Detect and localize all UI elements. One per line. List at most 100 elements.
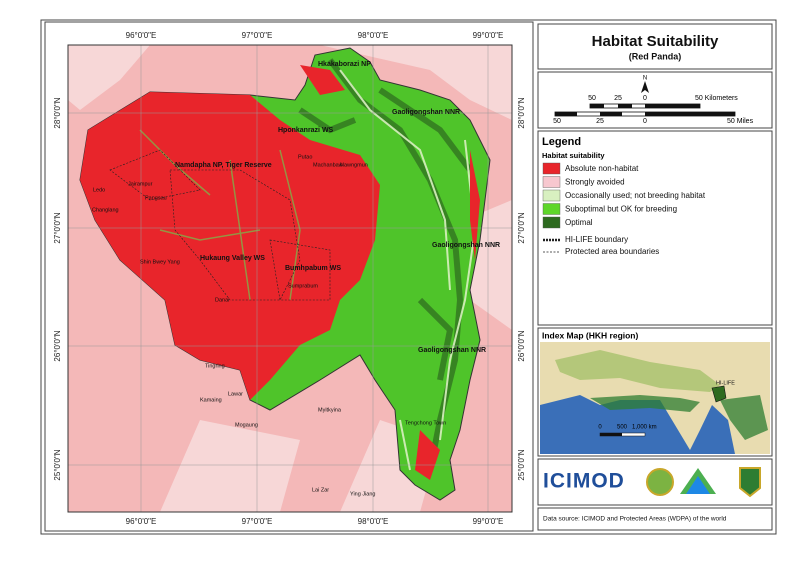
logo-panel bbox=[537, 458, 773, 506]
pa-label: Hukaung Valley WS bbox=[200, 255, 265, 262]
place-label: Lai Zar bbox=[312, 487, 329, 493]
scale-panel bbox=[537, 71, 773, 129]
pa-label: Gaoligongshan NNR bbox=[432, 242, 500, 249]
lon-label: 99°0'0"E bbox=[473, 517, 504, 526]
legend-swatch bbox=[542, 176, 561, 188]
logo-shield bbox=[739, 467, 761, 498]
lon-label: 98°0'0"E bbox=[358, 517, 389, 526]
place-label: Mogaung bbox=[235, 422, 258, 428]
icimod-logo: ICIMOD bbox=[543, 470, 625, 493]
hi-life-index-area bbox=[711, 385, 727, 403]
subtitle: (Red Panda) bbox=[629, 51, 682, 61]
legend-subtitle: Habitat suitability bbox=[542, 151, 605, 160]
legend-label: Suboptimal but OK for breeding bbox=[565, 205, 677, 214]
lon-label: 97°0'0"E bbox=[242, 517, 273, 526]
legend-label: Absolute non-habitat bbox=[565, 164, 639, 173]
lat-label: 25°0'0"N bbox=[53, 449, 62, 480]
place-label: Lawar bbox=[228, 391, 243, 397]
lat-label: 26°0'0"N bbox=[517, 330, 526, 361]
legend-panel bbox=[537, 130, 773, 326]
title-panel bbox=[537, 23, 773, 70]
lon-label: 96°0'0"E bbox=[126, 31, 157, 40]
lon-label: 97°0'0"E bbox=[242, 31, 273, 40]
place-label: Ledo bbox=[93, 187, 105, 193]
scale-bar-km bbox=[589, 103, 701, 109]
legend-line-label: Protected area boundaries bbox=[565, 247, 659, 256]
scale-label: 50 Miles bbox=[727, 118, 754, 125]
graticule bbox=[68, 45, 512, 512]
scale-bar-mi bbox=[554, 111, 736, 117]
place-label: Myitkyina bbox=[318, 407, 342, 413]
index-scale-label: 1,000 km bbox=[632, 425, 657, 431]
index-label: HI-LIFE bbox=[716, 380, 735, 386]
place-label: Kamaing bbox=[200, 397, 222, 403]
pa-label: Gaoligongshan NNR bbox=[392, 109, 460, 116]
index-scale-label: 0 bbox=[598, 425, 602, 431]
place-label: Tingring bbox=[205, 363, 225, 369]
scale-label: 50 bbox=[553, 118, 561, 125]
lat-label: 26°0'0"N bbox=[53, 330, 62, 361]
pa-label: Namdapha NP, Tiger Reserve bbox=[175, 162, 272, 169]
lon-label: 99°0'0"E bbox=[473, 31, 504, 40]
pa-label: Hkakaborazi NP bbox=[318, 61, 371, 68]
title: Habitat Suitability bbox=[592, 33, 719, 50]
place-label: Changlang bbox=[92, 207, 119, 213]
scale-label: 50 bbox=[588, 95, 596, 102]
legend-title: Legend bbox=[542, 136, 581, 148]
place-label: Tengchong Town bbox=[405, 420, 446, 426]
protected-area-boundary bbox=[109, 149, 331, 301]
place-label: Sumprabum bbox=[288, 283, 318, 289]
pa-label: Bumhpabum WS bbox=[285, 265, 341, 272]
pa-label: Hponkanrazi WS bbox=[278, 127, 334, 134]
lat-label: 28°0'0"N bbox=[53, 97, 62, 128]
place-label: Jairampur bbox=[128, 181, 153, 187]
source-panel bbox=[537, 507, 773, 531]
graticule-labels: 96°0'0"E 97°0'0"E 98°0'0"E 99°0'0"E 96°0… bbox=[53, 31, 526, 526]
scale-label: 25 bbox=[614, 95, 622, 102]
source: Data source: ICIMOD and Protected Areas … bbox=[543, 516, 727, 523]
scale-label: 25 bbox=[596, 118, 604, 125]
scale-label: 0 bbox=[643, 118, 647, 125]
map-area: Hkakaborazi NP Hponkanrazi WS Gaoligongs… bbox=[68, 45, 512, 512]
north-label: N bbox=[643, 76, 647, 82]
place-label: Machanbaw bbox=[313, 162, 343, 168]
lon-label: 96°0'0"E bbox=[126, 517, 157, 526]
lat-label: 28°0'0"N bbox=[517, 97, 526, 128]
protected-area-labels: Hkakaborazi NP Hponkanrazi WS Gaoligongs… bbox=[175, 61, 500, 354]
green-lowlands bbox=[590, 395, 768, 440]
place-label: Danai bbox=[215, 297, 229, 303]
place-label: Putao bbox=[298, 154, 312, 160]
optimal-ridges bbox=[298, 58, 473, 471]
legend-swatch bbox=[542, 189, 561, 202]
hkh-region bbox=[555, 350, 720, 392]
place-label: Pangsau bbox=[145, 195, 167, 201]
legend-line-label: HI-LIFE boundary bbox=[565, 235, 628, 244]
index-title: Index Map (HKH region) bbox=[542, 330, 639, 340]
lat-label: 27°0'0"N bbox=[53, 212, 62, 243]
place-label: Nawngmun bbox=[340, 162, 368, 168]
lon-label: 98°0'0"E bbox=[358, 31, 389, 40]
legend-swatch bbox=[542, 162, 561, 175]
legend-label: Strongly avoided bbox=[565, 178, 625, 187]
scale-label: 0 bbox=[643, 95, 647, 102]
index-scale bbox=[599, 432, 646, 437]
legend-label: Optimal bbox=[565, 218, 593, 227]
map-border bbox=[67, 44, 513, 513]
pa-label: Gaoligongshan NNR bbox=[418, 347, 486, 354]
north-arrow bbox=[641, 81, 649, 93]
non-habitat-region bbox=[80, 92, 380, 400]
place-label: Shin Bwey Yang bbox=[140, 259, 180, 265]
legend-swatch bbox=[542, 203, 561, 215]
lat-label: 27°0'0"N bbox=[517, 212, 526, 243]
place-label: Ying Jiang bbox=[350, 491, 375, 497]
legend-swatch bbox=[542, 216, 561, 229]
place-labels: Ledo Jairampur Changlang Pangsau Putao M… bbox=[92, 154, 446, 497]
legend-items: Absolute non-habitat Strongly avoided Occa… bbox=[542, 162, 706, 229]
legend-label: Occasionally used; not breeding habitat bbox=[565, 191, 706, 200]
index-scale-label: 500 bbox=[617, 425, 628, 431]
logo-seal bbox=[646, 468, 674, 496]
scale-label: 50 Kilometers bbox=[695, 95, 738, 102]
terrain-light bbox=[68, 45, 512, 512]
logo-mountain-inner bbox=[686, 476, 710, 494]
